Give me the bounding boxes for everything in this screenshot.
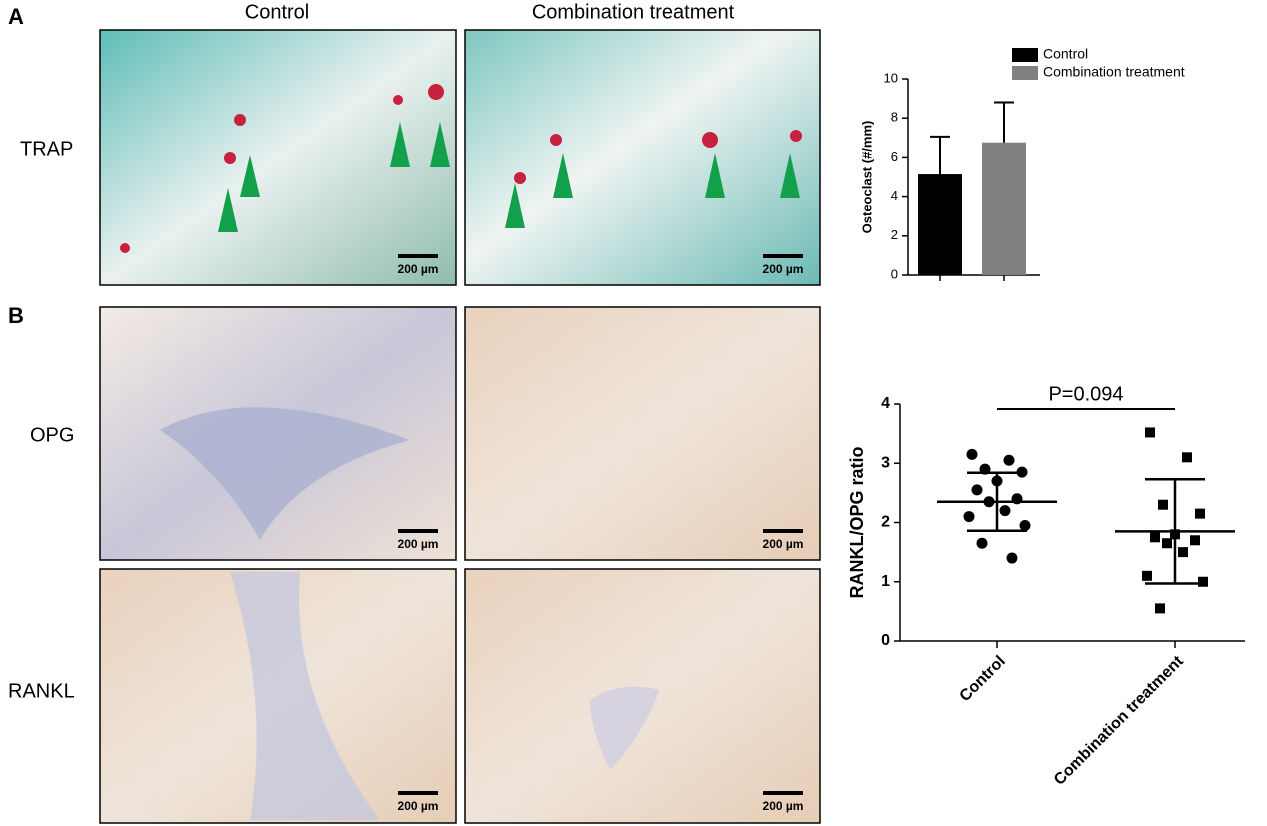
data-point <box>971 484 983 496</box>
y-tick-label: 4 <box>891 188 898 203</box>
scale-bar-label: 200 µm <box>763 537 804 551</box>
y-tick-label: 8 <box>891 110 898 125</box>
scale-bar-label: 200 µm <box>398 262 439 276</box>
legend-swatch <box>1012 48 1038 62</box>
data-point <box>1142 570 1152 581</box>
trap-combination-image <box>464 29 821 286</box>
scale-bar-label: 200 µm <box>763 262 804 276</box>
data-point <box>1003 454 1015 466</box>
data-point <box>1016 466 1028 478</box>
y-tick-label: 2 <box>891 227 898 242</box>
data-point <box>963 511 975 523</box>
y-tick-label: 10 <box>884 70 898 85</box>
data-point <box>991 475 1003 487</box>
column-header: Control <box>245 1 309 23</box>
data-point <box>1170 529 1180 540</box>
bar <box>982 142 1026 275</box>
legend-label: Combination treatment <box>1043 64 1185 80</box>
data-point <box>1011 493 1023 505</box>
y-tick-label: 4 <box>881 395 890 412</box>
data-point <box>1006 552 1018 564</box>
data-point <box>999 505 1011 517</box>
data-point <box>1162 538 1172 549</box>
data-point <box>983 496 995 508</box>
bone-region <box>160 407 410 540</box>
y-tick-label: 1 <box>881 573 890 590</box>
row-label: OPG <box>30 424 74 446</box>
bar <box>918 174 962 275</box>
trap-stains <box>120 84 802 253</box>
data-point <box>1195 508 1205 519</box>
data-point <box>1150 532 1160 543</box>
data-point <box>1178 547 1188 558</box>
x-tick-label: Combination treatment <box>1051 652 1187 788</box>
data-point <box>1155 603 1165 614</box>
scale-bar-label: 200 µm <box>398 799 439 813</box>
data-point <box>966 448 978 460</box>
p-value: P=0.094 <box>1048 383 1123 405</box>
legend-label: Control <box>1043 46 1088 62</box>
data-point <box>1019 519 1031 531</box>
legend-swatch <box>1012 66 1038 80</box>
y-tick-label: 3 <box>881 454 890 471</box>
y-tick-label: 6 <box>891 149 898 164</box>
opg-combination-image <box>464 306 821 561</box>
data-point <box>976 537 988 549</box>
y-tick-label: 2 <box>881 514 890 531</box>
y-axis-label: Osteoclast (#/mm) <box>859 121 874 234</box>
panel-label: B <box>8 303 24 328</box>
data-point <box>1198 576 1208 587</box>
data-point <box>1145 427 1155 438</box>
row-label: RANKL <box>8 680 75 702</box>
data-point <box>1158 499 1168 510</box>
x-tick-label: Control <box>957 653 1009 705</box>
panel-label: A <box>8 4 24 29</box>
data-point <box>979 463 991 475</box>
arrowheads <box>218 122 800 232</box>
y-tick-label: 0 <box>891 266 898 281</box>
bone-region <box>230 572 380 820</box>
y-axis-label: RANKL/OPG ratio <box>847 446 867 598</box>
row-label: TRAP <box>20 138 73 160</box>
scale-bar-label: 200 µm <box>398 537 439 551</box>
data-point <box>1182 452 1192 463</box>
bone-region <box>590 686 660 770</box>
micrographs <box>99 29 821 824</box>
data-point <box>1190 535 1200 546</box>
scale-bar-label: 200 µm <box>763 799 804 813</box>
column-header: Combination treatment <box>532 1 735 23</box>
y-tick-label: 0 <box>881 632 890 649</box>
